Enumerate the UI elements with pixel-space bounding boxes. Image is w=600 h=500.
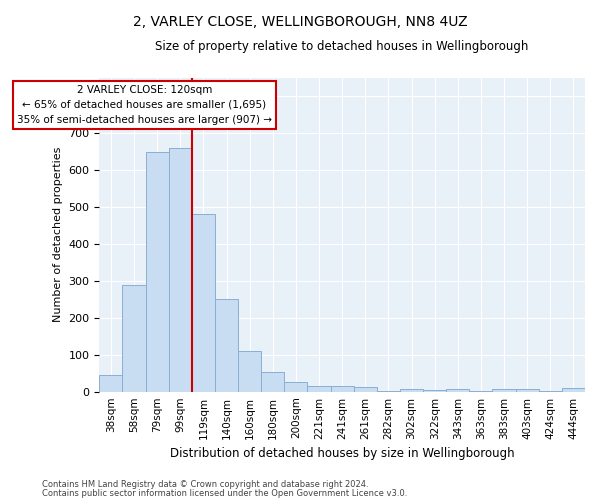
- Bar: [562, 388, 585, 392]
- Bar: [146, 152, 169, 392]
- Bar: [261, 372, 284, 392]
- Bar: [284, 382, 307, 392]
- Bar: [446, 390, 469, 392]
- Bar: [100, 375, 122, 392]
- Bar: [469, 391, 493, 392]
- Bar: [400, 388, 423, 392]
- Bar: [307, 386, 331, 392]
- Bar: [354, 387, 377, 392]
- X-axis label: Distribution of detached houses by size in Wellingborough: Distribution of detached houses by size …: [170, 447, 514, 460]
- Bar: [539, 391, 562, 392]
- Text: Contains HM Land Registry data © Crown copyright and database right 2024.: Contains HM Land Registry data © Crown c…: [42, 480, 368, 489]
- Bar: [238, 351, 261, 392]
- Bar: [331, 386, 354, 392]
- Text: 2 VARLEY CLOSE: 120sqm
← 65% of detached houses are smaller (1,695)
35% of semi-: 2 VARLEY CLOSE: 120sqm ← 65% of detached…: [17, 85, 272, 125]
- Bar: [377, 391, 400, 392]
- Bar: [192, 214, 215, 392]
- Y-axis label: Number of detached properties: Number of detached properties: [53, 147, 63, 322]
- Bar: [515, 388, 539, 392]
- Bar: [122, 284, 146, 392]
- Text: Contains public sector information licensed under the Open Government Licence v3: Contains public sector information licen…: [42, 488, 407, 498]
- Text: 2, VARLEY CLOSE, WELLINGBOROUGH, NN8 4UZ: 2, VARLEY CLOSE, WELLINGBOROUGH, NN8 4UZ: [133, 15, 467, 29]
- Title: Size of property relative to detached houses in Wellingborough: Size of property relative to detached ho…: [155, 40, 529, 53]
- Bar: [215, 300, 238, 392]
- Bar: [493, 388, 515, 392]
- Bar: [169, 148, 192, 392]
- Bar: [423, 390, 446, 392]
